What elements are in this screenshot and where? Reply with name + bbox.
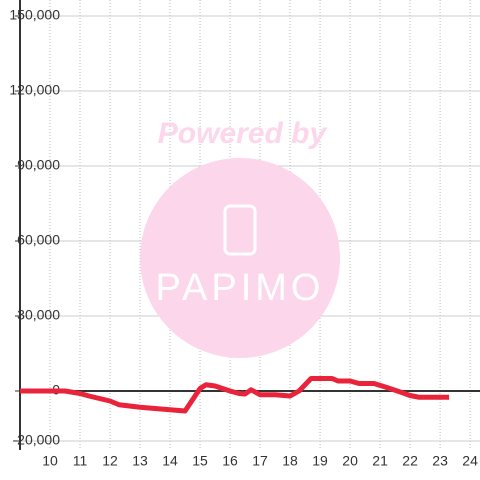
x-tick-label: 14	[162, 453, 178, 469]
x-tick-label: 21	[372, 453, 388, 469]
x-tick-label: 18	[282, 453, 298, 469]
watermark-title: Powered by	[158, 117, 328, 150]
watermark-circle	[140, 158, 340, 358]
x-tick-label: 17	[252, 453, 268, 469]
x-tick-label: 13	[132, 453, 148, 469]
y-tick-label: 90,000	[17, 157, 60, 173]
x-tick-label: 19	[312, 453, 328, 469]
x-tick-label: 12	[102, 453, 118, 469]
y-tick-label: 150,000	[9, 7, 60, 23]
x-tick-label: 10	[42, 453, 58, 469]
watermark: Powered by PAPIMO	[140, 117, 340, 358]
y-tick-label: 60,000	[17, 232, 60, 248]
watermark-phone	[223, 204, 257, 256]
data-line	[20, 376, 450, 414]
x-tick-label: 16	[222, 453, 238, 469]
x-tick-label: 15	[192, 453, 208, 469]
y-tick-label: 120,000	[9, 82, 60, 98]
x-tick-label: 23	[432, 453, 448, 469]
x-tick-label: 24	[462, 453, 478, 469]
y-tick-label: 30,000	[17, 307, 60, 323]
watermark-logo: PAPIMO	[156, 267, 325, 309]
x-tick-label: 22	[402, 453, 418, 469]
x-tick-label: 20	[342, 453, 358, 469]
x-tick-label: 11	[73, 453, 88, 469]
y-tick-label: -20,000	[13, 432, 61, 448]
